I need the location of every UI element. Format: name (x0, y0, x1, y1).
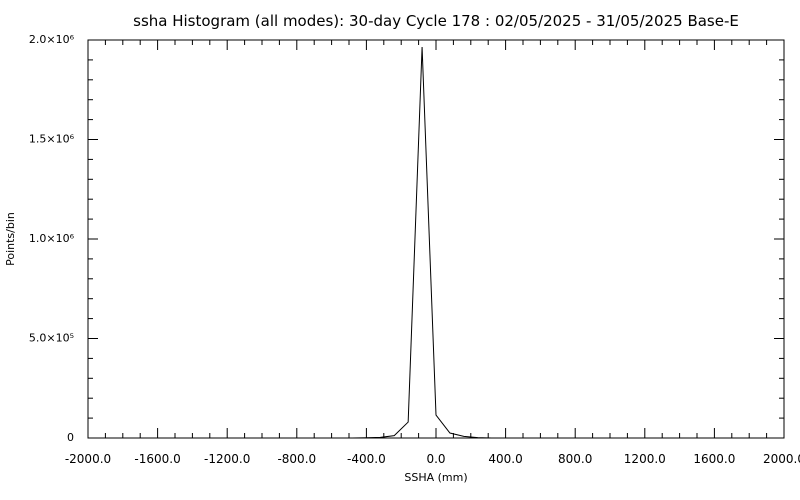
y-tick-label: 1.0×10⁶ (29, 232, 75, 245)
y-tick-label: 0 (67, 431, 74, 444)
chart-title: ssha Histogram (all modes): 30-day Cycle… (133, 12, 739, 30)
y-tick-label: 5.0×10⁵ (29, 332, 74, 345)
y-tick-label: 2.0×10⁶ (29, 33, 75, 46)
x-tick-label: 800.0 (558, 452, 592, 466)
x-tick-label: 2000.0 (763, 452, 800, 466)
x-tick-label: -1600.0 (134, 452, 180, 466)
x-tick-label: -1200.0 (204, 452, 250, 466)
x-tick-label: 1200.0 (624, 452, 666, 466)
x-tick-label: 1600.0 (693, 452, 735, 466)
histogram-line (352, 46, 492, 439)
y-axis-label: Points/bin (4, 212, 17, 266)
x-tick-label: 400.0 (488, 452, 522, 466)
x-tick-label: -2000.0 (65, 452, 111, 466)
x-tick-label: -400.0 (347, 452, 386, 466)
x-axis-label: SSHA (mm) (404, 471, 467, 484)
y-tick-label: 1.5×10⁶ (29, 133, 75, 146)
x-tick-label: 0.0 (426, 452, 445, 466)
x-tick-label: -800.0 (277, 452, 316, 466)
